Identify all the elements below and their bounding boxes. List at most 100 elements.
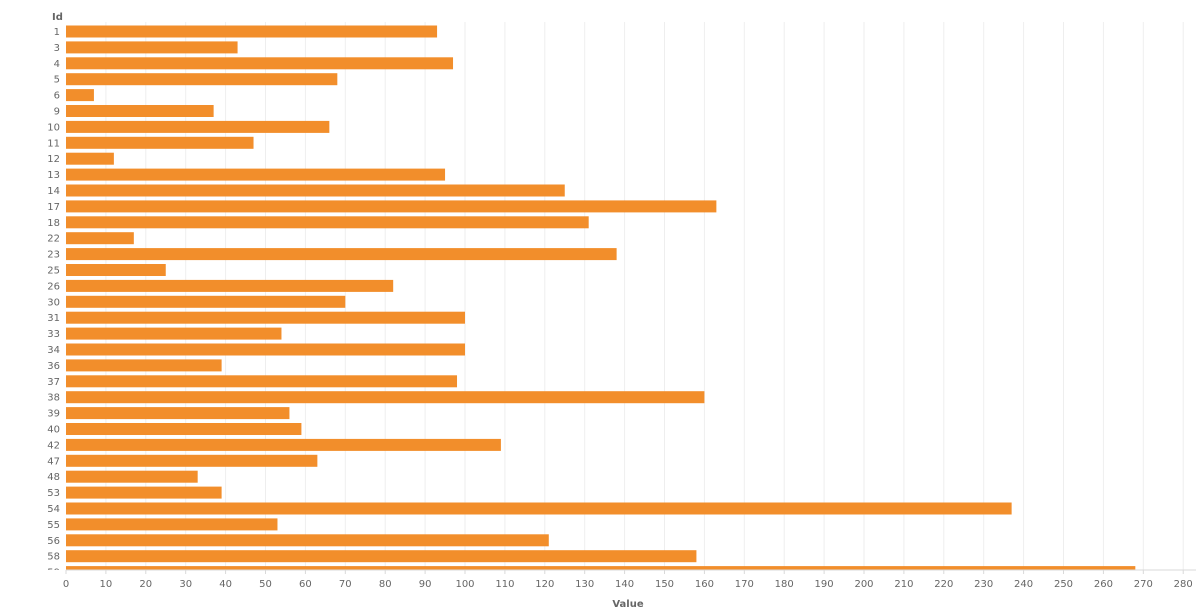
y-tick-label: 13 (47, 170, 60, 181)
y-tick-label: 59 (47, 568, 60, 579)
bar-id-12[interactable] (66, 152, 114, 165)
bar-id-25[interactable] (66, 264, 166, 276)
bar-id-9[interactable] (66, 105, 214, 117)
x-tick-label: 110 (495, 579, 514, 590)
y-tick-label: 33 (47, 329, 60, 340)
y-tick-label: 11 (47, 138, 60, 149)
y-tick-label: 34 (47, 345, 60, 356)
bar-id-38[interactable] (66, 391, 705, 404)
bar-id-55[interactable] (66, 518, 278, 531)
x-tick-label: 70 (339, 579, 352, 590)
x-tick-label: 120 (535, 579, 554, 590)
bar-id-36[interactable] (66, 359, 222, 372)
bar-id-5[interactable] (66, 73, 338, 86)
bar-id-17[interactable] (66, 200, 717, 213)
x-tick-label: 180 (775, 579, 794, 590)
x-tick-label: 30 (179, 579, 192, 590)
x-tick-label: 270 (1134, 579, 1153, 590)
bar-id-1[interactable] (66, 25, 438, 38)
x-axis: 0 10 20 30 40 50 60 70 80 90 100 110 120 130 140 150 160… (63, 569, 1196, 590)
x-tick-label: 40 (219, 579, 232, 590)
bar-id-54[interactable] (66, 502, 1012, 515)
x-tick-label: 50 (259, 579, 272, 590)
y-tick-label: 22 (47, 234, 60, 245)
y-tick-label: 23 (47, 250, 60, 261)
bar-id-39[interactable] (66, 407, 290, 420)
bar-id-13[interactable] (66, 168, 446, 181)
bar-id-33[interactable] (66, 327, 282, 340)
y-tick-label: 9 (54, 107, 60, 118)
x-tick-label: 170 (735, 579, 754, 590)
x-tick-label: 190 (815, 579, 834, 590)
y-tick-label: 1 (54, 27, 60, 38)
x-tick-label: 10 (100, 579, 113, 590)
x-tick-label: 230 (974, 579, 993, 590)
bar-id-47[interactable] (66, 454, 318, 467)
y-tick-label: 54 (47, 504, 60, 515)
bar-id-14[interactable] (66, 184, 565, 197)
y-tick-label: 17 (47, 202, 60, 213)
bar-id-53[interactable] (66, 486, 222, 499)
x-tick-label: 80 (379, 579, 392, 590)
bar-id-23[interactable] (66, 248, 617, 261)
bar-id-37[interactable] (66, 375, 458, 388)
x-tick-label: 60 (299, 579, 312, 590)
y-tick-label: 37 (47, 377, 60, 388)
y-tick-label: 5 (54, 75, 60, 86)
y-tick-label: 42 (47, 440, 60, 451)
x-tick-label: 240 (1014, 579, 1033, 590)
bar-id-48[interactable] (66, 470, 198, 483)
y-tick-label: 26 (47, 281, 60, 292)
y-tick-labels: 1345691011121314171822232526303133343637… (47, 27, 60, 579)
bar-id-11[interactable] (66, 136, 254, 149)
bar-id-4[interactable] (66, 57, 454, 70)
y-tick-label: 30 (47, 297, 60, 308)
x-tick-label: 20 (139, 579, 152, 590)
x-tick-label: 220 (934, 579, 953, 590)
y-axis-title: Id (52, 12, 63, 23)
grid-lines (105, 22, 1184, 570)
bar-id-40[interactable] (66, 423, 302, 435)
y-tick-label: 3 (54, 43, 60, 54)
y-tick-label: 53 (47, 488, 60, 499)
x-tick-label: 200 (854, 579, 873, 590)
x-axis-title: Value (612, 599, 643, 610)
y-tick-label: 55 (47, 520, 60, 531)
x-tick-label: 160 (695, 579, 714, 590)
y-tick-label: 10 (47, 122, 60, 133)
y-tick-label: 14 (47, 186, 60, 197)
y-tick-label: 25 (47, 266, 60, 277)
bar-id-22[interactable] (66, 232, 134, 245)
y-tick-label: 47 (47, 456, 60, 467)
y-tick-label: 6 (54, 91, 60, 102)
bar-id-3[interactable] (66, 41, 238, 54)
y-tick-label: 12 (47, 154, 60, 165)
bar-id-42[interactable] (66, 438, 501, 451)
bar-id-6[interactable] (66, 89, 94, 102)
x-tick-label: 130 (575, 579, 594, 590)
y-tick-label: 56 (47, 536, 60, 547)
x-tick-label: 280 (1174, 579, 1193, 590)
bar-id-18[interactable] (66, 216, 589, 229)
bar-id-31[interactable] (66, 311, 465, 324)
y-tick-label: 48 (47, 472, 60, 483)
y-tick-label: 36 (47, 361, 60, 372)
y-tick-label: 39 (47, 409, 60, 420)
x-tick-label: 140 (615, 579, 634, 590)
bars (66, 25, 1136, 578)
bar-id-30[interactable] (66, 295, 346, 308)
bar-id-58[interactable] (66, 550, 697, 563)
bar-id-26[interactable] (66, 279, 394, 292)
x-tick-label: 90 (419, 579, 432, 590)
bar-id-56[interactable] (66, 534, 549, 547)
y-tick-label: 58 (47, 552, 60, 563)
x-tick-label: 260 (1094, 579, 1113, 590)
bar-id-10[interactable] (66, 120, 330, 133)
bar-id-34[interactable] (66, 343, 465, 356)
y-tick-label: 31 (47, 313, 60, 324)
bar-id-59[interactable] (66, 566, 1136, 578)
x-tick-label: 210 (894, 579, 913, 590)
y-tick-label: 4 (54, 59, 60, 70)
